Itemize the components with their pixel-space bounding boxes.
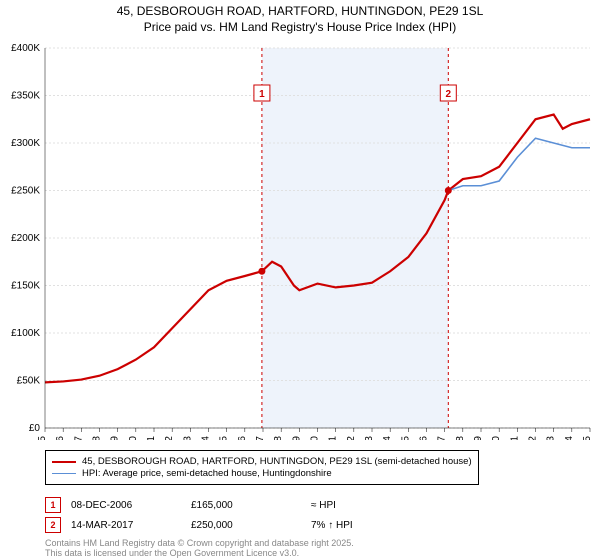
series-hpi	[448, 138, 590, 190]
x-tick-label: 2021	[509, 436, 520, 440]
x-tick-label: 2014	[382, 436, 393, 440]
y-tick-label: £250K	[11, 186, 40, 197]
x-tick-label: 1999	[110, 436, 121, 440]
x-tick-label: 2016	[419, 436, 430, 440]
x-tick-label: 2015	[400, 436, 411, 440]
chart-svg: £0 £50K £100K £150K £200K £250K £300K £350K £400…	[0, 0, 600, 440]
x-tick-label: 2005	[219, 436, 230, 440]
x-tick-label: 1996	[55, 436, 66, 440]
legend-swatch	[52, 473, 76, 474]
x-tick-label: 2001	[146, 436, 157, 440]
x-tick-label: 2020	[491, 436, 502, 440]
y-tick-label: £400K	[11, 43, 40, 54]
x-tick-label: 2006	[237, 436, 248, 440]
sale-marker-box: 1	[45, 497, 61, 513]
chart-container: 45, DESBOROUGH ROAD, HARTFORD, HUNTINGDO…	[0, 0, 600, 560]
sale-delta: ≈ HPI	[311, 500, 431, 511]
x-tick-label: 2018	[455, 436, 466, 440]
legend-row: HPI: Average price, semi-detached house,…	[52, 468, 472, 479]
legend-label: 45, DESBOROUGH ROAD, HARTFORD, HUNTINGDO…	[82, 456, 472, 467]
legend-box: 45, DESBOROUGH ROAD, HARTFORD, HUNTINGDO…	[45, 450, 479, 485]
sale-date: 14-MAR-2017	[71, 520, 191, 531]
x-tick-label: 2024	[564, 436, 575, 440]
y-tick-label: £150K	[11, 281, 40, 292]
x-tick-label: 2011	[328, 436, 339, 440]
x-tick-label: 1997	[73, 436, 84, 440]
license-text: Contains HM Land Registry data © Crown c…	[45, 538, 354, 558]
sale-price: £165,000	[191, 500, 311, 511]
x-tick-label: 2004	[201, 436, 212, 440]
sale-dot	[445, 187, 452, 194]
y-tick-label: £200K	[11, 233, 40, 244]
legend-swatch	[52, 461, 76, 463]
x-tick-label: 2002	[164, 436, 175, 440]
sale-row: 1 08-DEC-2006£165,000≈ HPI	[45, 497, 431, 513]
x-tick-label: 2017	[437, 436, 448, 440]
x-tick-label: 2012	[346, 436, 357, 440]
y-tick-label: £50K	[17, 376, 41, 387]
sale-row: 2 14-MAR-2017£250,0007% ↑ HPI	[45, 517, 431, 533]
y-tick-label: £0	[29, 423, 41, 434]
x-tick-label: 2010	[310, 436, 321, 440]
x-tick-label: 2023	[546, 436, 557, 440]
x-tick-label: 1995	[37, 436, 48, 440]
x-tick-label: 1998	[92, 436, 103, 440]
x-tick-label: 2003	[182, 436, 193, 440]
y-tick-label: £100K	[11, 328, 40, 339]
sale-number: 2	[446, 89, 452, 100]
x-tick-label: 2019	[473, 436, 484, 440]
y-tick-label: £300K	[11, 138, 40, 149]
sale-marker-box: 2	[45, 517, 61, 533]
sale-price: £250,000	[191, 520, 311, 531]
y-tick-label: £350K	[11, 91, 40, 102]
x-tick-label: 2000	[128, 436, 139, 440]
x-tick-label: 2009	[291, 436, 302, 440]
sales-footer: 1 08-DEC-2006£165,000≈ HPI 2 14-MAR-2017£25…	[45, 497, 431, 537]
x-tick-label: 2008	[273, 436, 284, 440]
x-tick-label: 2013	[364, 436, 375, 440]
legend-row: 45, DESBOROUGH ROAD, HARTFORD, HUNTINGDO…	[52, 456, 472, 467]
license-line2: This data is licensed under the Open Gov…	[45, 548, 354, 558]
sale-date: 08-DEC-2006	[71, 500, 191, 511]
sale-delta: 7% ↑ HPI	[311, 520, 431, 531]
license-line1: Contains HM Land Registry data © Crown c…	[45, 538, 354, 548]
legend-label: HPI: Average price, semi-detached house,…	[82, 468, 332, 479]
x-tick-label: 2025	[582, 436, 593, 440]
sale-number: 1	[259, 89, 265, 100]
sale-dot	[258, 268, 265, 275]
x-tick-label: 2022	[528, 436, 539, 440]
x-tick-label: 2007	[255, 436, 266, 440]
